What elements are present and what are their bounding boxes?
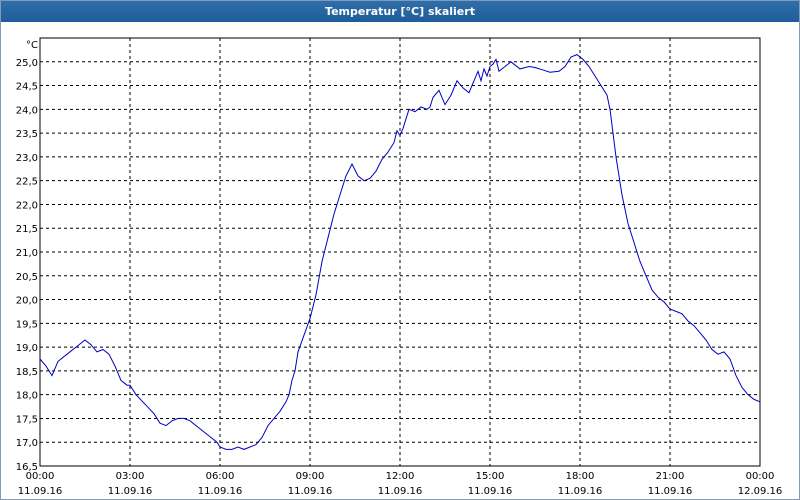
x-tick-date: 11.09.16	[288, 486, 333, 497]
temperature-series-line	[39, 54, 761, 450]
x-tick-date: 11.09.16	[468, 486, 513, 497]
x-tick-time: 21:00	[656, 471, 685, 482]
y-tick-label: 16,5	[16, 462, 38, 473]
y-tick-label: 23,0	[16, 153, 38, 164]
x-tick-date: 11.09.16	[558, 486, 603, 497]
plot-area	[39, 37, 761, 467]
y-tick-label: 22,5	[16, 177, 38, 188]
y-tick-label: 19,5	[16, 319, 38, 330]
x-tick-date: 11.09.16	[108, 486, 153, 497]
x-tick-time: 03:00	[116, 471, 145, 482]
grid-lines	[40, 38, 760, 467]
y-tick-label: 17,0	[16, 438, 38, 449]
x-tick-date: 12.09.16	[738, 486, 783, 497]
x-tick-time: 06:00	[206, 471, 235, 482]
x-tick-time: 15:00	[476, 471, 505, 482]
x-tick-labels: 00:00 11.09.16 03:00 11.09.16 06:00 11.09.16 0…	[18, 471, 783, 497]
y-tick-label: 17,5	[16, 414, 38, 425]
y-tick-label: 20,0	[16, 296, 38, 307]
x-tick-time: 18:00	[566, 471, 595, 482]
y-tick-labels: 25,0 24,5 24,0 23,5 23,0 22,5 22,0 21,5 21,0 20,5…	[16, 58, 38, 473]
y-tick-label: 20,5	[16, 272, 38, 283]
y-tick-label: 18,0	[16, 391, 38, 402]
y-tick-label: 25,0	[16, 58, 38, 69]
x-tick-date: 11.09.16	[198, 486, 243, 497]
x-tick-time: 09:00	[296, 471, 325, 482]
x-tick-time: 00:00	[26, 471, 55, 482]
x-tick-time: 12:00	[386, 471, 415, 482]
x-tick-date: 11.09.16	[378, 486, 423, 497]
y-tick-label: 19,0	[16, 343, 38, 354]
y-tick-label: 24,5	[16, 82, 38, 93]
window-title: Temperatur [°C] skaliert	[1, 1, 799, 22]
y-tick-label: 23,5	[16, 129, 38, 140]
y-tick-label: 21,5	[16, 224, 38, 235]
y-tick-label: 22,0	[16, 200, 38, 211]
x-tick-time: 00:00	[746, 471, 775, 482]
y-tick-label: 24,0	[16, 105, 38, 116]
x-tick-date: 11.09.16	[18, 486, 63, 497]
y-axis-unit-label: °C	[26, 40, 38, 51]
y-tick-label: 18,5	[16, 367, 38, 378]
y-tick-label: 21,0	[16, 248, 38, 259]
x-tick-date: 11.09.16	[648, 486, 693, 497]
